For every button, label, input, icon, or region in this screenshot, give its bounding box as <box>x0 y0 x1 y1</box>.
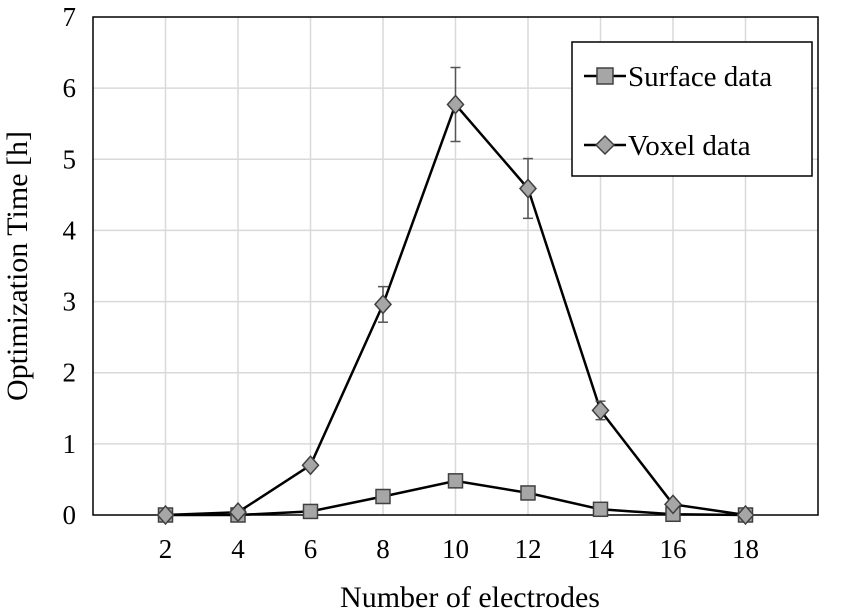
data-point-diamond <box>663 494 683 515</box>
data-point-diamond <box>156 504 175 526</box>
legend-label-surface: Surface data <box>628 61 772 93</box>
legend-label-voxel: Voxel data <box>628 130 751 162</box>
data-point-square <box>302 503 319 520</box>
x-tick-label: 4 <box>231 534 245 564</box>
x-tick-label: 16 <box>660 534 687 564</box>
y-tick-label: 6 <box>63 73 77 103</box>
y-tick-label: 5 <box>63 144 77 174</box>
y-tick-label: 4 <box>63 215 77 245</box>
legend-marker-square <box>596 67 614 85</box>
x-tick-label: 8 <box>376 534 390 564</box>
data-point-square <box>592 501 609 518</box>
data-point-diamond <box>591 400 610 421</box>
y-axis-title: Optimization Time [h] <box>1 131 34 401</box>
series-layer <box>156 66 755 526</box>
y-tick-label: 7 <box>63 2 77 32</box>
x-tick-label: 6 <box>304 534 318 564</box>
data-point-square <box>447 473 464 489</box>
data-point-diamond <box>373 294 393 315</box>
data-point-diamond <box>518 178 538 199</box>
data-point-diamond <box>228 502 248 523</box>
x-axis-title: Number of electrodes <box>340 581 600 614</box>
y-tick-label: 2 <box>63 358 77 388</box>
legend-box <box>571 41 813 177</box>
data-point-diamond <box>736 504 755 526</box>
data-point-square <box>375 488 391 505</box>
y-tick-label: 3 <box>63 287 77 317</box>
x-tick-label: 18 <box>732 534 759 564</box>
x-tick-label: 12 <box>515 534 542 564</box>
legend-marker-diamond <box>594 134 616 156</box>
legend: Surface data Voxel data <box>571 41 813 177</box>
data-point-diamond <box>446 94 465 115</box>
data-point-square <box>520 485 536 501</box>
y-tick-label: 1 <box>63 429 77 459</box>
x-tick-label: 10 <box>442 534 469 564</box>
y-tick-label: 0 <box>63 500 77 530</box>
x-tick-label: 2 <box>159 534 173 564</box>
data-point-diamond <box>301 455 320 476</box>
series-diamond <box>156 66 755 526</box>
x-tick-label: 14 <box>587 534 615 564</box>
plot-frame <box>92 16 819 516</box>
